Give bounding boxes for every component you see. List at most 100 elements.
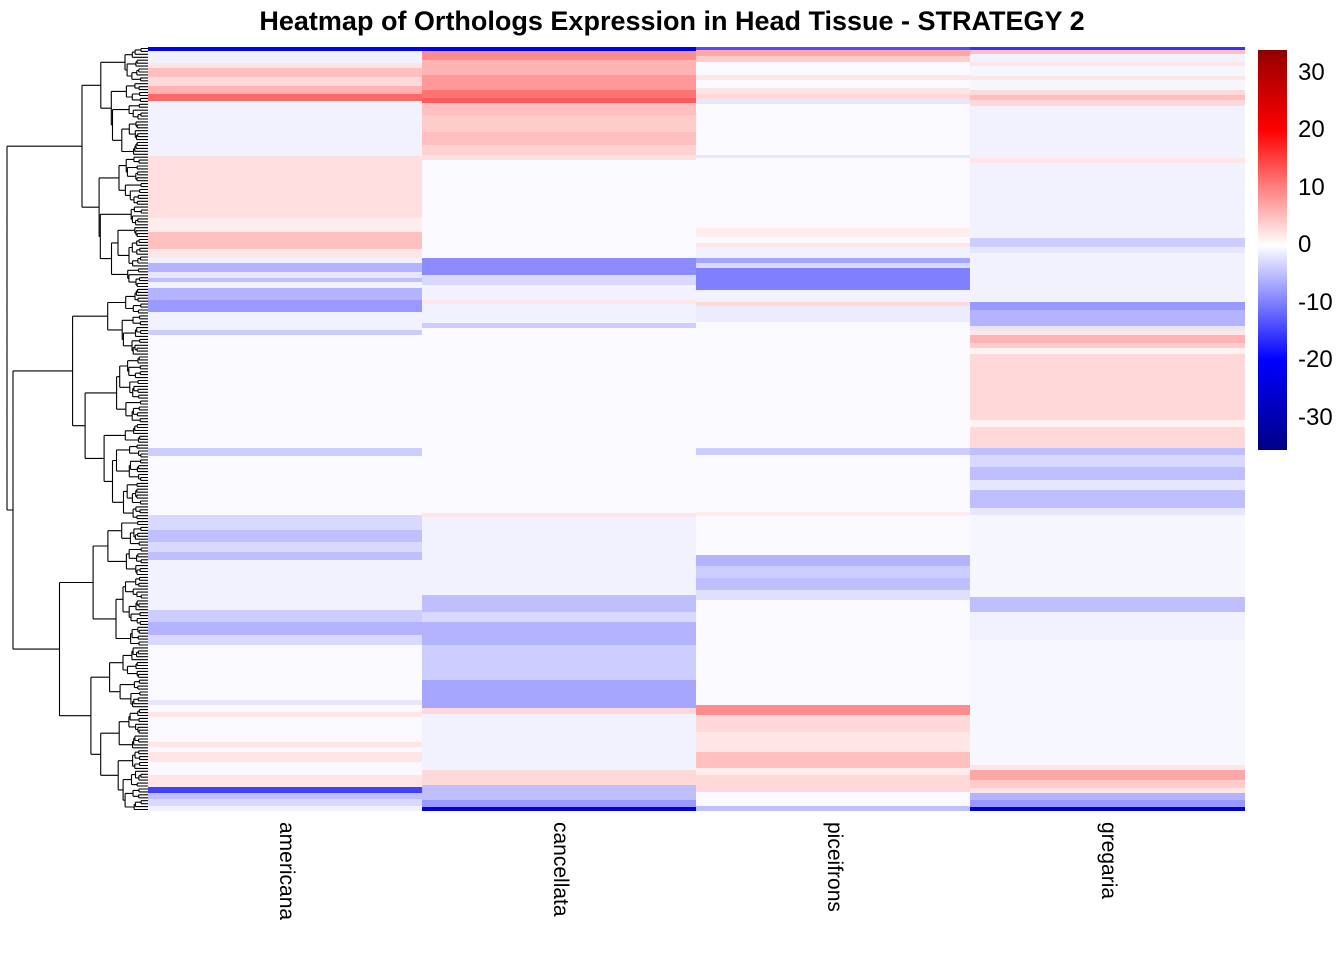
heatmap-band — [148, 793, 422, 799]
heatmap-column-americana — [148, 47, 422, 811]
heatmap-band — [970, 597, 1245, 612]
heatmap-band — [696, 290, 970, 302]
legend-tick-20: 20 — [1298, 116, 1325, 143]
heatmap-band — [422, 594, 696, 612]
legend-tick--20: -20 — [1298, 346, 1333, 373]
heatmap-band — [422, 285, 696, 300]
heatmap-band — [696, 555, 970, 566]
heatmap-band — [148, 541, 422, 552]
heatmap-band — [970, 53, 1245, 62]
heatmap-band — [148, 622, 422, 635]
heatmap-band — [696, 455, 970, 512]
heatmap-band — [148, 335, 422, 448]
row-dendrogram — [6, 47, 149, 811]
heatmap-band — [422, 51, 696, 60]
heatmap-band — [422, 513, 696, 517]
heatmap-column-piceifrons — [696, 47, 970, 811]
heatmap-band — [696, 80, 970, 88]
heatmap-band — [970, 639, 1245, 765]
heatmap-band — [970, 310, 1245, 326]
heatmap-band — [696, 268, 970, 290]
heatmap-band — [696, 600, 970, 705]
heatmap-band — [148, 712, 422, 717]
heatmap-band — [696, 258, 970, 263]
heatmap-band — [148, 68, 422, 77]
heatmap-band — [422, 132, 696, 145]
heatmap-band — [970, 163, 1245, 238]
heatmap-band — [422, 708, 696, 714]
heatmap-band — [148, 752, 422, 762]
heatmap-band — [696, 566, 970, 578]
heatmap-band — [148, 101, 422, 156]
heatmap-band — [696, 55, 970, 62]
col-label-cancellata: cancellata — [549, 822, 572, 917]
legend-tick-30: 30 — [1298, 58, 1325, 86]
col-label-americana: americana — [275, 822, 298, 921]
heatmap-band — [422, 90, 696, 98]
heatmap-band — [970, 326, 1245, 330]
heatmap-band — [970, 427, 1245, 448]
heatmap-band — [970, 765, 1245, 770]
heatmap-band — [148, 263, 422, 272]
heatmap-band — [422, 328, 696, 513]
heatmap-band — [696, 99, 970, 104]
heatmap-band — [970, 348, 1245, 354]
heatmap-band — [422, 304, 696, 323]
heatmap-band — [696, 247, 970, 258]
heatmap-band — [970, 612, 1245, 640]
heatmap-band — [422, 622, 696, 645]
col-label-piceifrons: piceifrons — [823, 822, 846, 912]
heatmap-band — [970, 490, 1245, 508]
heatmap-band — [422, 323, 696, 328]
heatmap-band — [422, 155, 696, 160]
heatmap-band — [970, 49, 1245, 54]
heatmap-band — [696, 578, 970, 590]
heatmap-band — [422, 680, 696, 708]
heatmap-band — [970, 76, 1245, 80]
heatmap-band — [148, 272, 422, 278]
heatmap-band — [422, 800, 696, 807]
heatmap-band — [148, 717, 422, 742]
heatmap-band — [696, 243, 970, 247]
legend-tick-0: 0 — [1298, 231, 1312, 258]
heatmap-band — [970, 158, 1245, 163]
heatmap-matrix — [148, 47, 1245, 811]
heatmap-band — [696, 263, 970, 268]
heatmap-band — [148, 787, 422, 793]
heatmap-band — [148, 232, 422, 249]
legend-tick--30: -30 — [1298, 403, 1333, 431]
heatmap-band — [696, 49, 970, 56]
heatmap-band — [970, 780, 1245, 788]
heatmap-band — [422, 517, 696, 595]
heatmap-band — [970, 508, 1245, 515]
heatmap-band — [970, 90, 1245, 95]
heatmap-band — [970, 448, 1245, 455]
heatmap-band — [148, 762, 422, 775]
heatmap-band — [970, 354, 1245, 420]
heatmap-band — [970, 330, 1245, 335]
heatmap-band — [696, 228, 970, 237]
heatmap-band — [148, 806, 422, 811]
heatmap-band — [970, 247, 1245, 253]
heatmap-band — [148, 94, 422, 101]
heatmap-band — [422, 770, 696, 785]
heatmap-band — [148, 515, 422, 530]
heatmap-band — [148, 456, 422, 515]
heatmap-band — [422, 612, 696, 622]
heatmap-band — [970, 238, 1245, 247]
heatmap-band — [148, 610, 422, 622]
heatmap-band — [148, 77, 422, 86]
legend-tick-10: 10 — [1298, 173, 1325, 201]
col-label-gregaria: gregaria — [1097, 822, 1120, 900]
heatmap-band — [970, 793, 1245, 800]
heatmap-band — [696, 88, 970, 94]
heatmap-band — [422, 160, 696, 258]
heatmap-band — [422, 60, 696, 75]
heatmap-band — [422, 74, 696, 90]
heatmap-band — [148, 560, 422, 610]
heatmap-band — [696, 321, 970, 448]
heatmap-band — [148, 700, 422, 705]
heatmap-band — [148, 86, 422, 94]
heatmap-band — [148, 282, 422, 288]
heatmap-band — [970, 480, 1245, 490]
